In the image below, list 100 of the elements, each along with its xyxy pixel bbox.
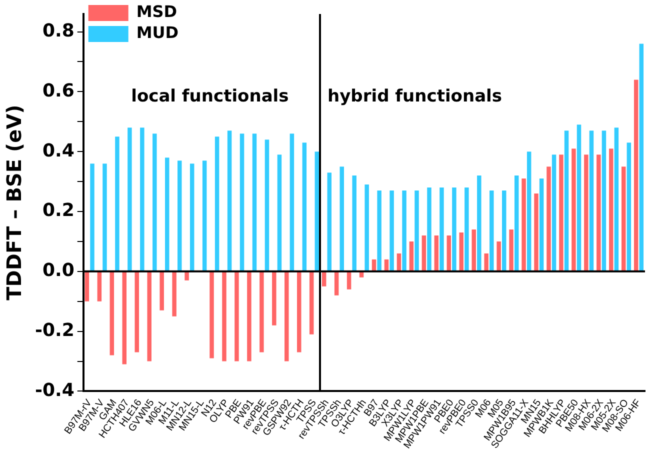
bar bbox=[210, 272, 214, 358]
bar bbox=[502, 190, 506, 271]
bar bbox=[377, 190, 382, 271]
bar bbox=[552, 154, 556, 271]
bar bbox=[546, 166, 551, 271]
bar bbox=[434, 235, 439, 271]
bar bbox=[327, 172, 332, 271]
bar bbox=[584, 154, 588, 271]
bar bbox=[514, 176, 519, 271]
bar bbox=[147, 272, 152, 362]
bar bbox=[309, 272, 314, 334]
bar bbox=[539, 178, 544, 271]
bar bbox=[134, 272, 139, 352]
bar bbox=[302, 142, 307, 271]
bar bbox=[234, 272, 239, 362]
bar bbox=[346, 272, 352, 290]
bar bbox=[260, 272, 264, 352]
bar bbox=[484, 253, 488, 271]
y-tick-label: 0.6 bbox=[42, 80, 74, 102]
bar bbox=[446, 235, 452, 271]
bar bbox=[277, 154, 282, 271]
y-axis-title: TDDFT – BSE (eV) bbox=[2, 104, 26, 300]
bar bbox=[110, 272, 114, 356]
bar bbox=[602, 130, 606, 271]
bar bbox=[84, 272, 90, 302]
bar bbox=[452, 188, 456, 271]
bar bbox=[440, 188, 444, 271]
bar bbox=[609, 148, 614, 271]
y-tick-label: 0.4 bbox=[42, 140, 74, 162]
bar bbox=[252, 134, 257, 271]
bar bbox=[214, 136, 220, 271]
bar bbox=[626, 142, 632, 271]
bar bbox=[227, 130, 232, 271]
bar bbox=[172, 272, 176, 316]
bar bbox=[634, 80, 638, 271]
bar bbox=[534, 194, 538, 271]
bar bbox=[459, 232, 464, 271]
y-tick-label: 0.2 bbox=[42, 200, 74, 222]
bar bbox=[472, 229, 476, 271]
annotation: hybrid functionals bbox=[327, 86, 502, 106]
bar bbox=[639, 44, 644, 271]
bar bbox=[576, 124, 582, 271]
bar bbox=[247, 272, 252, 362]
bar bbox=[396, 253, 402, 271]
bar bbox=[284, 272, 289, 362]
bar bbox=[596, 154, 601, 271]
bar bbox=[190, 164, 194, 271]
bar bbox=[390, 190, 394, 271]
bar bbox=[414, 190, 419, 271]
bar bbox=[115, 136, 120, 271]
bar bbox=[372, 259, 376, 271]
bar bbox=[102, 164, 107, 271]
bar bbox=[160, 272, 164, 310]
bar bbox=[202, 160, 207, 271]
bar bbox=[352, 176, 356, 271]
bar bbox=[334, 272, 339, 296]
bar bbox=[240, 134, 244, 271]
bar bbox=[559, 154, 564, 271]
bar bbox=[409, 241, 414, 271]
bar bbox=[297, 272, 302, 352]
bar bbox=[314, 152, 320, 271]
bar bbox=[572, 148, 576, 271]
bar bbox=[509, 229, 514, 271]
legend-label: MSD bbox=[136, 2, 178, 22]
bar bbox=[496, 241, 501, 271]
bar bbox=[490, 190, 494, 271]
bar bbox=[422, 235, 426, 271]
bar bbox=[165, 158, 170, 271]
bar bbox=[464, 188, 469, 271]
bar bbox=[477, 176, 482, 271]
bar bbox=[222, 272, 226, 362]
bar bbox=[402, 190, 406, 271]
bar bbox=[152, 134, 157, 271]
bar bbox=[128, 128, 132, 271]
bar bbox=[526, 152, 532, 271]
bar bbox=[614, 128, 619, 271]
bar bbox=[384, 259, 389, 271]
bar bbox=[97, 272, 102, 302]
legend-label: MUD bbox=[136, 23, 179, 42]
bar bbox=[177, 160, 182, 271]
bar bbox=[184, 272, 189, 280]
y-tick-label: -0.4 bbox=[35, 380, 74, 401]
bar bbox=[622, 166, 626, 271]
bar bbox=[290, 134, 294, 271]
bar bbox=[264, 140, 270, 271]
annotation: local functionals bbox=[131, 86, 289, 106]
y-tick-label: 0.8 bbox=[42, 20, 74, 42]
bar bbox=[122, 272, 127, 364]
bar bbox=[427, 188, 432, 271]
bar bbox=[522, 178, 526, 271]
bar bbox=[564, 130, 569, 271]
bar bbox=[589, 130, 594, 271]
bar bbox=[322, 272, 326, 286]
bar bbox=[90, 164, 94, 271]
bar bbox=[364, 184, 369, 271]
bar bbox=[272, 272, 276, 326]
y-tick-label: 0.0 bbox=[42, 260, 74, 282]
bar bbox=[140, 128, 144, 271]
y-tick-label: -0.2 bbox=[35, 320, 74, 341]
bar bbox=[340, 166, 344, 271]
